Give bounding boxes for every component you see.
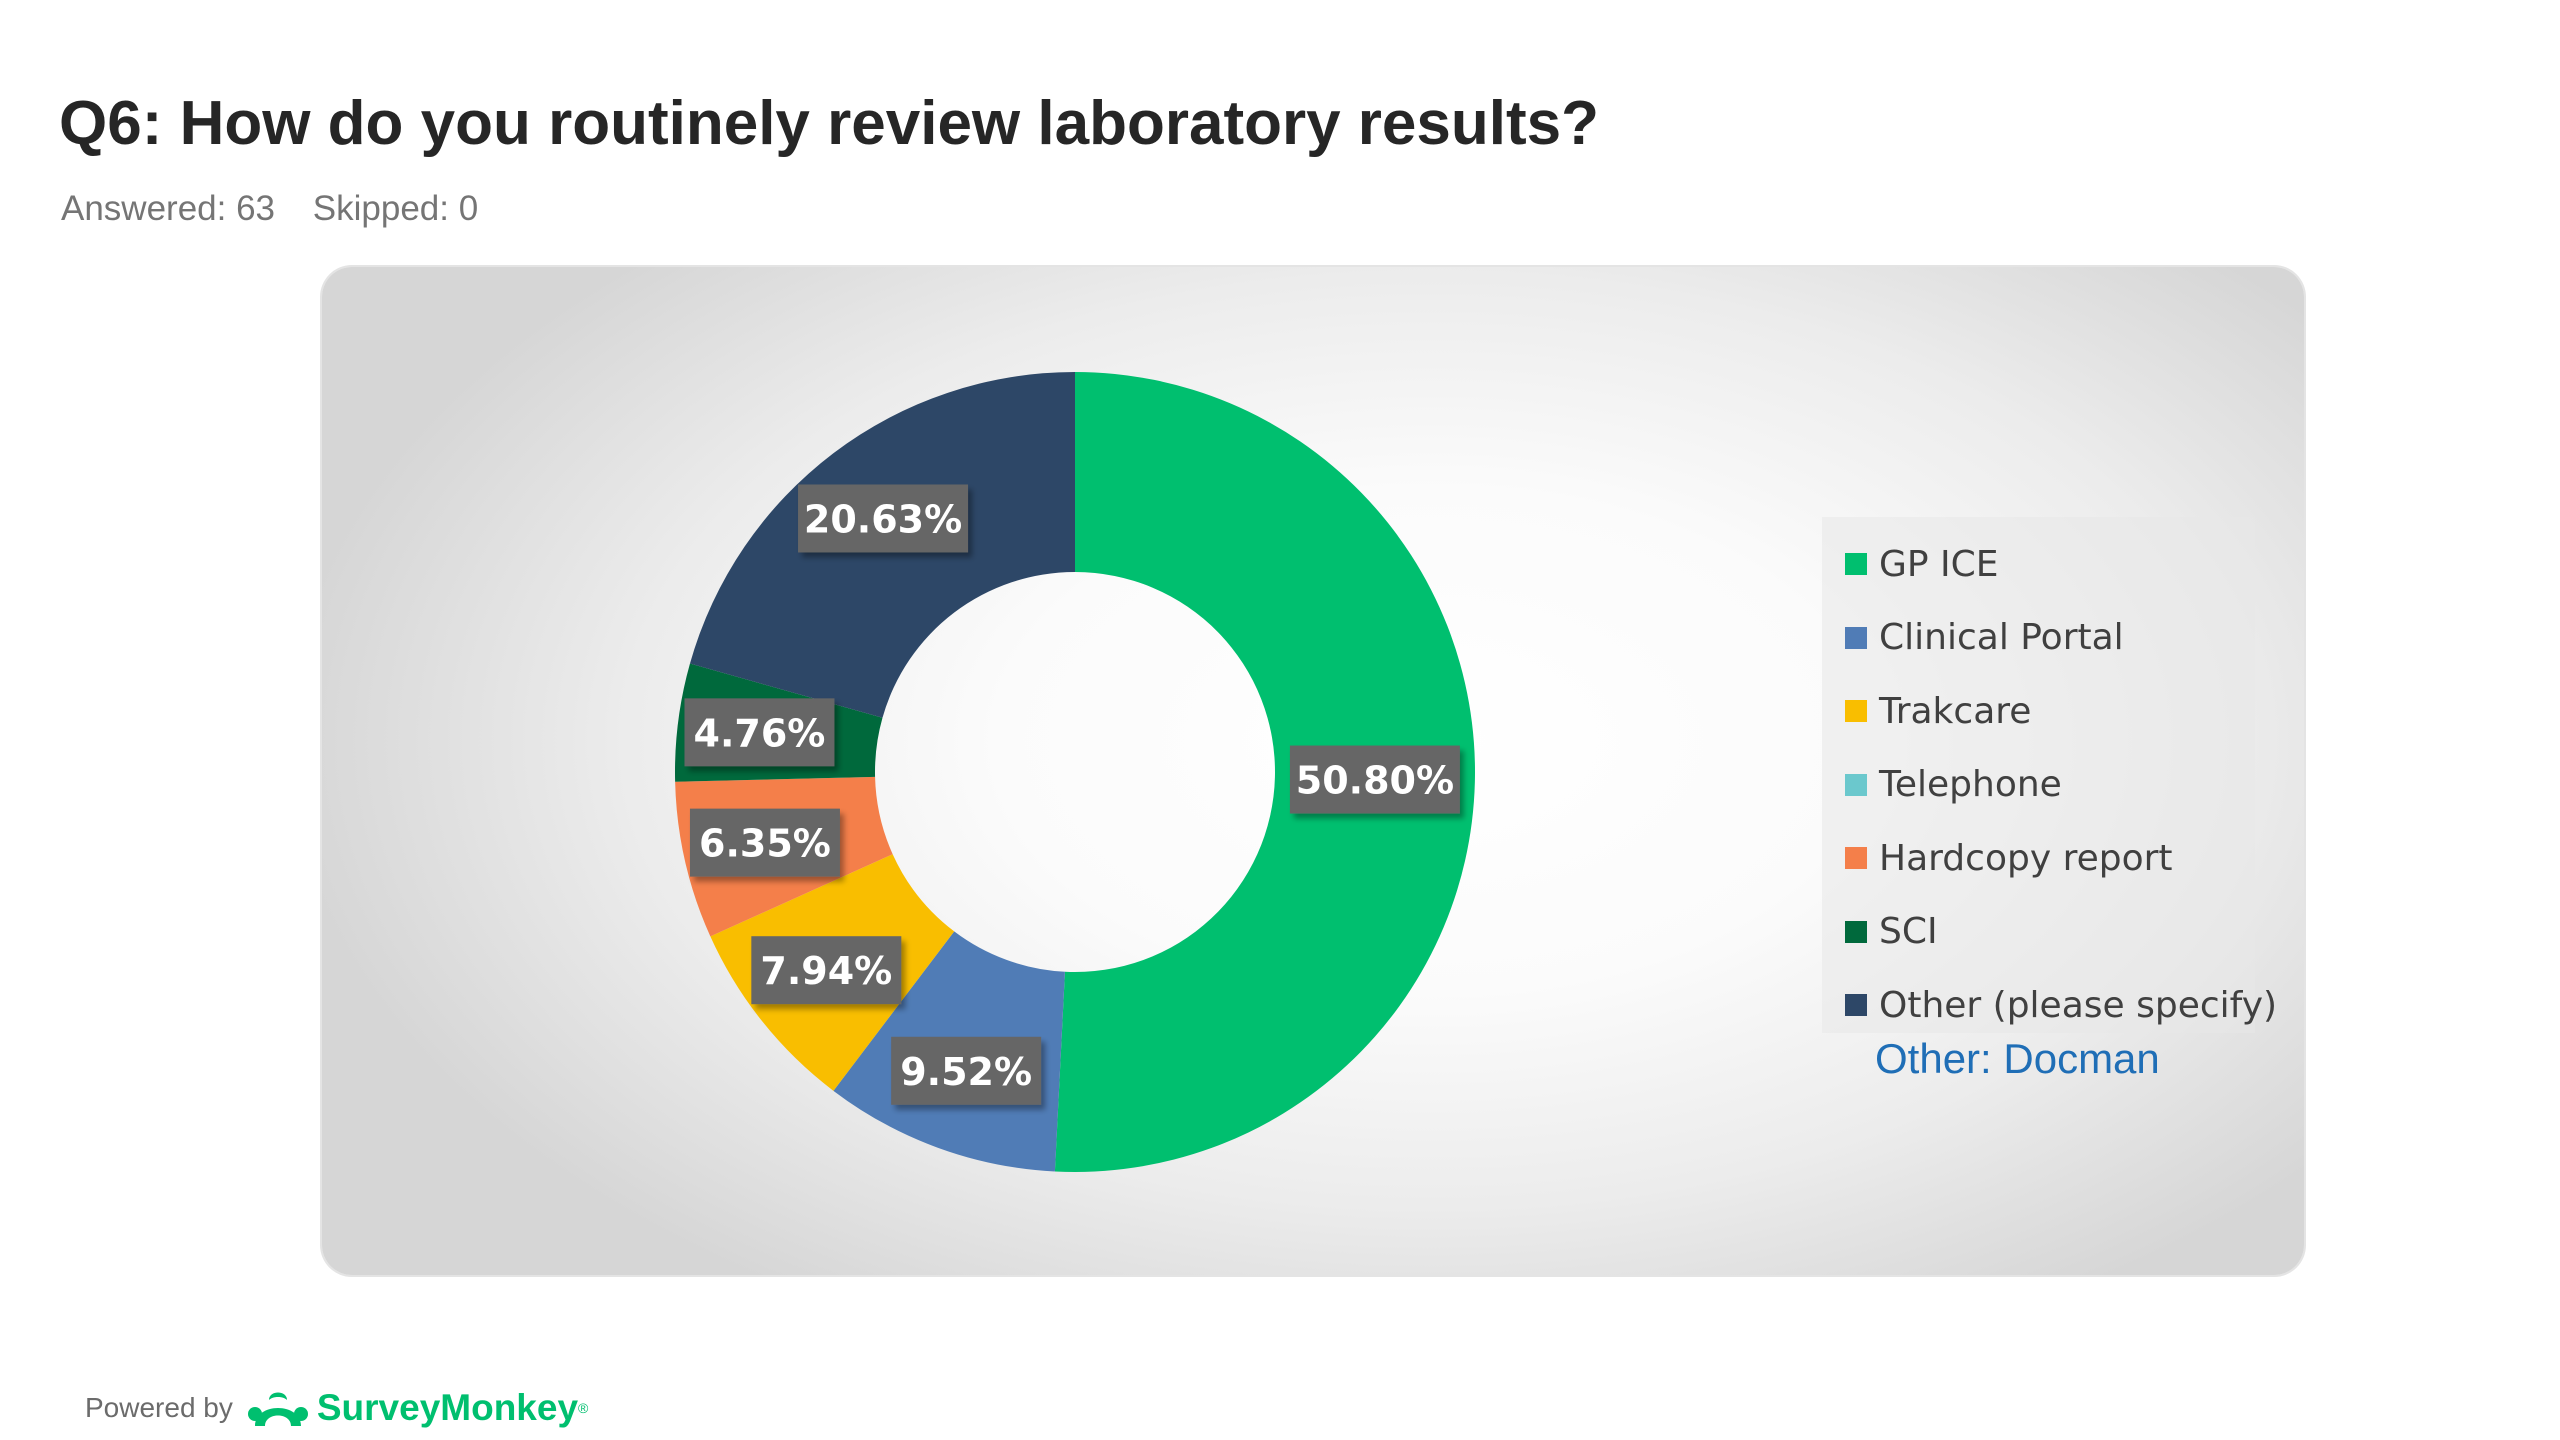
svg-text:9.52%: 9.52% [900, 1050, 1032, 1094]
brand-name: SurveyMonkey [316, 1387, 579, 1428]
legend-item: Telephone [1845, 760, 2062, 810]
svg-text:4.76%: 4.76% [694, 711, 826, 755]
legend-swatch [1845, 553, 1867, 575]
legend-swatch [1845, 920, 1867, 943]
legend-label: Clinical Portal [1879, 617, 2124, 658]
response-stats: Answered: 63 Skipped: 0 [61, 189, 478, 229]
legend-item: Hardcopy report [1845, 833, 2173, 883]
legend-label: GP ICE [1879, 543, 1999, 585]
legend-item: Clinical Portal [1845, 613, 2124, 663]
legend-swatch [1845, 847, 1867, 869]
other-annotation: Other: Docman [1875, 1035, 2160, 1082]
data-label-gp-ice: 50.80% [1289, 745, 1460, 814]
data-label-sci: 4.76% [684, 698, 835, 767]
legend-swatch [1845, 773, 1867, 796]
donut-slice-gp-ice [1054, 372, 1476, 1172]
svg-text:6.35%: 6.35% [699, 822, 831, 866]
legend-label: SCI [1879, 911, 1938, 952]
question-title: Q6: How do you routinely review laborato… [59, 89, 1599, 158]
svg-text:7.94%: 7.94% [760, 949, 892, 993]
donut-chart: 50.80% 9.52% 7.94% 6.35% 4.76% 20.63% [675, 372, 1476, 1172]
legend-label: Trakcare [1879, 690, 2032, 732]
data-label-clinical-portal: 9.52% [891, 1036, 1042, 1105]
answered-count: Answered: 63 [61, 189, 276, 228]
legend-swatch [1845, 626, 1867, 649]
legend-item: Other (please specify) [1845, 980, 2277, 1030]
powered-by-text: Powered by [85, 1392, 233, 1423]
legend-label: Hardcopy report [1879, 837, 2173, 879]
legend-swatch [1845, 700, 1867, 722]
data-label-other-please-specify: 20.63% [798, 484, 969, 553]
data-label-hardcopy-report: 6.35% [689, 808, 840, 877]
legend-label: Other (please specify) [1879, 984, 2278, 1026]
legend-swatch [1845, 994, 1867, 1016]
surveymonkey-logo-icon [247, 1392, 308, 1426]
skipped-count: Skipped: 0 [312, 189, 479, 228]
legend-item: Trakcare [1845, 686, 2031, 736]
footer: Powered by SurveyMonkey ® [85, 1386, 588, 1430]
legend-label: Telephone [1879, 764, 2062, 805]
svg-text:50.80%: 50.80% [1296, 759, 1454, 803]
legend-item: SCI [1845, 907, 1938, 957]
legend-item: GP ICE [1845, 539, 1999, 589]
chart-legend: GP ICE Clinical Portal Trakcare Telephone Ha… [1822, 517, 2277, 1033]
data-label-trakcare: 7.94% [751, 936, 902, 1005]
brand-trademark: ® [578, 1400, 589, 1416]
svg-text:20.63%: 20.63% [804, 497, 962, 541]
chart-panel: 50.80% 9.52% 7.94% 6.35% 4.76% 20.63% GP ICE C… [322, 267, 2304, 1275]
